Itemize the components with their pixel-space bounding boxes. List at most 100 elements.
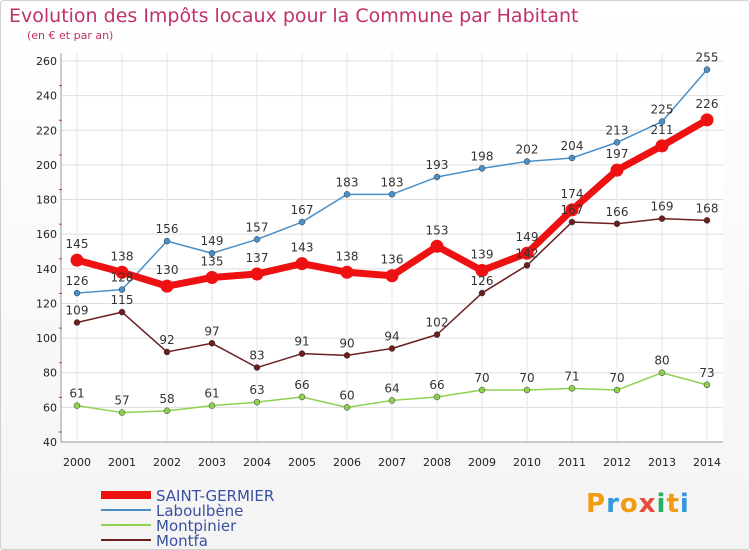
- data-label: 71: [564, 369, 579, 383]
- data-label: 198: [471, 149, 494, 163]
- data-point: [703, 66, 711, 73]
- data-point: [568, 218, 576, 226]
- data-label: 58: [159, 392, 174, 406]
- x-tick-label: 2002: [153, 456, 181, 469]
- data-label: 64: [384, 381, 399, 395]
- x-tick-label: 2011: [558, 456, 586, 469]
- data-label: 61: [69, 387, 84, 401]
- data-point: [475, 264, 489, 278]
- x-tick-label: 2005: [288, 456, 316, 469]
- data-point: [250, 267, 264, 281]
- data-point: [385, 269, 399, 283]
- data-point: [565, 203, 579, 217]
- data-label: 156: [156, 222, 179, 236]
- x-tick-label: 2012: [603, 456, 631, 469]
- data-point: [253, 398, 261, 406]
- x-tick-label: 2008: [423, 456, 451, 469]
- data-point: [388, 345, 396, 352]
- data-point: [478, 165, 486, 172]
- x-tick-label: 2013: [648, 456, 676, 469]
- data-label: 61: [204, 387, 219, 401]
- chart-title: Evolution des Impôts locaux pour la Comm…: [9, 5, 579, 27]
- data-label: 102: [426, 316, 449, 330]
- data-label: 142: [516, 246, 539, 260]
- data-label: 193: [426, 158, 449, 172]
- data-label: 157: [246, 220, 269, 234]
- y-tick-label: 200: [36, 159, 57, 172]
- data-label: 109: [66, 304, 89, 318]
- data-point: [433, 331, 441, 338]
- data-point: [205, 270, 219, 284]
- data-point: [163, 237, 171, 245]
- data-point: [613, 220, 621, 228]
- data-label: 66: [429, 378, 444, 392]
- data-label: 97: [204, 324, 219, 338]
- data-label: 138: [111, 249, 134, 263]
- data-point: [703, 217, 711, 224]
- data-label: 80: [654, 354, 669, 368]
- data-label: 183: [381, 175, 404, 189]
- data-point: [703, 381, 711, 389]
- y-tick-label: 160: [36, 228, 57, 241]
- x-tick-label: 2003: [198, 456, 226, 469]
- data-label: 70: [609, 371, 624, 385]
- y-tick-label: 120: [36, 297, 57, 310]
- data-label: 94: [384, 329, 399, 343]
- data-label: 183: [336, 175, 359, 189]
- data-point: [160, 279, 174, 293]
- data-label: 169: [651, 200, 674, 214]
- data-label: 126: [471, 274, 494, 288]
- y-tick-label: 100: [36, 332, 57, 345]
- logo-letter: P: [586, 489, 607, 519]
- data-label: 66: [294, 378, 309, 392]
- data-point: [433, 173, 441, 181]
- data-label: 255: [696, 51, 719, 65]
- data-label: 57: [114, 394, 129, 408]
- data-label: 149: [516, 230, 539, 244]
- data-point: [523, 158, 531, 165]
- data-point: [118, 286, 126, 293]
- x-tick-label: 2007: [378, 456, 406, 469]
- data-point: [433, 393, 441, 401]
- data-label: 204: [561, 139, 584, 153]
- data-point: [658, 118, 666, 125]
- data-point: [340, 265, 354, 279]
- x-tick-label: 2006: [333, 456, 361, 469]
- data-label: 83: [249, 349, 264, 363]
- data-point: [208, 402, 216, 409]
- data-label: 139: [471, 248, 494, 262]
- data-point: [658, 215, 666, 222]
- data-point: [118, 308, 126, 316]
- data-point: [208, 249, 216, 257]
- data-point: [343, 404, 351, 411]
- data-label: 226: [696, 97, 719, 111]
- y-tick-label: 40: [43, 436, 57, 449]
- data-point: [163, 407, 171, 415]
- data-label: 126: [66, 274, 89, 288]
- data-label: 149: [201, 234, 224, 248]
- data-label: 166: [606, 205, 629, 219]
- data-point: [655, 139, 669, 153]
- data-point: [343, 352, 351, 359]
- data-label: 90: [339, 336, 354, 350]
- data-label: 130: [156, 263, 179, 277]
- data-label: 92: [159, 333, 174, 347]
- data-point: [343, 191, 351, 198]
- data-point: [523, 386, 531, 394]
- data-point: [658, 369, 666, 376]
- legend-label: Laboulbène: [156, 502, 243, 520]
- data-label: 138: [336, 249, 359, 263]
- data-point: [430, 239, 444, 253]
- y-tick-label: 60: [43, 401, 57, 414]
- data-point: [568, 154, 576, 162]
- data-point: [298, 218, 306, 226]
- data-label: 70: [519, 371, 534, 385]
- data-point: [115, 265, 129, 279]
- data-point: [478, 386, 486, 394]
- data-label: 143: [291, 241, 314, 255]
- data-point: [478, 289, 486, 297]
- proxiti-logo: Proxiti: [586, 489, 690, 519]
- data-point: [298, 393, 306, 401]
- data-label: 153: [426, 223, 449, 237]
- data-label: 63: [249, 383, 264, 397]
